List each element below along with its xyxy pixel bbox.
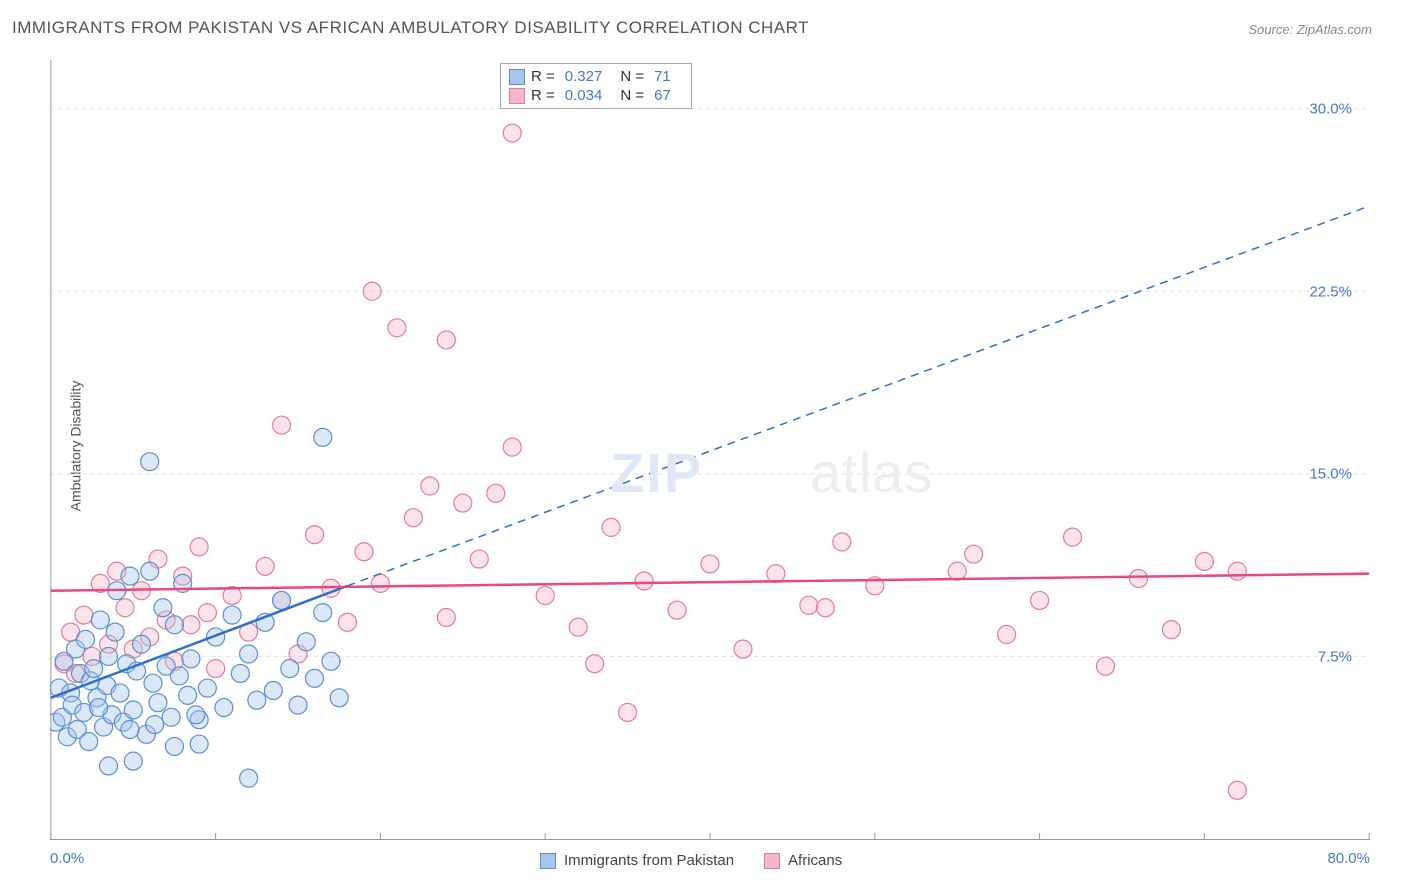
legend-item-pakistan: Immigrants from Pakistan	[540, 852, 734, 869]
y-tick-label: 22.5%	[1309, 283, 1352, 300]
r-value-africans: 0.034	[565, 87, 603, 104]
r-value-pakistan: 0.327	[565, 68, 603, 85]
source-label: Source:	[1248, 22, 1293, 37]
source-attribution: Source: ZipAtlas.com	[1248, 22, 1372, 37]
swatch-pakistan	[509, 69, 525, 85]
chart-svg	[50, 60, 1370, 839]
legend-label-africans: Africans	[788, 852, 842, 869]
x-tick-label: 0.0%	[50, 850, 84, 867]
y-tick-label: 7.5%	[1318, 649, 1352, 666]
stats-legend: R = 0.327 N = 71 R = 0.034 N = 67	[500, 63, 692, 109]
plot-area: ZIP atlas R = 0.327 N = 71 R = 0.034 N =…	[50, 60, 1370, 840]
y-tick-label: 15.0%	[1309, 466, 1352, 483]
chart-container: IMMIGRANTS FROM PAKISTAN VS AFRICAN AMBU…	[0, 0, 1406, 892]
stats-row-africans: R = 0.034 N = 67	[509, 87, 683, 104]
bottom-legend: Immigrants from Pakistan Africans	[540, 852, 842, 869]
swatch-africans	[509, 88, 525, 104]
legend-item-africans: Africans	[764, 852, 842, 869]
stats-row-pakistan: R = 0.327 N = 71	[509, 68, 683, 85]
legend-label-pakistan: Immigrants from Pakistan	[564, 852, 734, 869]
legend-swatch-pakistan	[540, 853, 556, 869]
n-value-africans: 67	[654, 87, 671, 104]
chart-title: IMMIGRANTS FROM PAKISTAN VS AFRICAN AMBU…	[12, 18, 809, 38]
x-tick-label: 80.0%	[1327, 850, 1370, 867]
source-name: ZipAtlas.com	[1297, 22, 1372, 37]
legend-swatch-africans	[764, 853, 780, 869]
n-value-pakistan: 71	[654, 68, 671, 85]
y-tick-label: 30.0%	[1309, 100, 1352, 117]
